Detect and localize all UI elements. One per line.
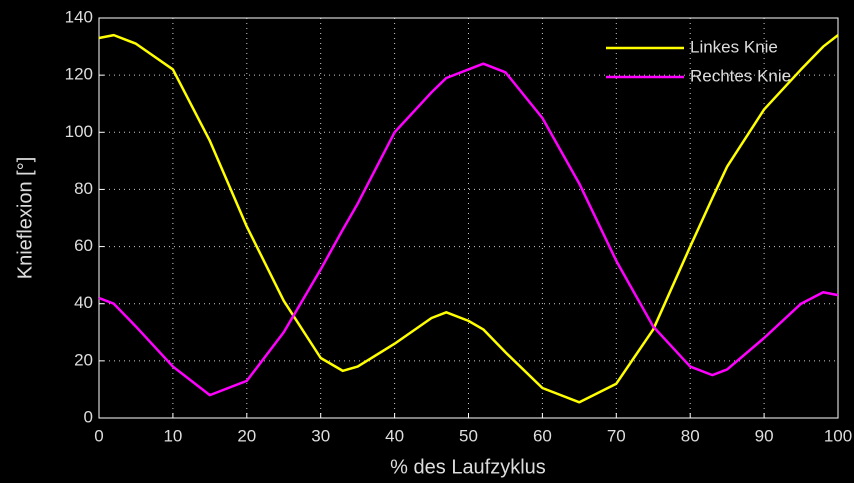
line-series <box>98 62 839 397</box>
y-tick-label: 80 <box>74 179 93 198</box>
x-tick-label: 10 <box>163 426 182 445</box>
x-tick-label: 60 <box>533 426 552 445</box>
y-tick-label: 0 <box>84 407 93 426</box>
y-tick-label: 120 <box>65 65 93 84</box>
y-tick-label: 20 <box>74 350 93 369</box>
y-axis-label: Knieflexion [°] <box>14 157 36 280</box>
x-tick-label: 40 <box>385 426 404 445</box>
x-tick-label: 80 <box>681 426 700 445</box>
x-tick-label: 30 <box>311 426 330 445</box>
legend-label: Linkes Knie <box>690 37 778 56</box>
x-axis-label: % des Laufzyklus <box>390 456 546 478</box>
x-tick-label: 50 <box>459 426 478 445</box>
y-tick-label: 40 <box>74 293 93 312</box>
x-tick-label: 70 <box>607 426 626 445</box>
x-tick-label: 100 <box>824 426 852 445</box>
legend-label: Rechtes Knie <box>690 66 791 85</box>
line-series <box>98 33 839 404</box>
y-tick-label: 60 <box>74 236 93 255</box>
y-tick-label: 100 <box>65 122 93 141</box>
x-tick-label: 90 <box>755 426 774 445</box>
y-tick-label: 140 <box>65 7 93 26</box>
x-tick-label: 20 <box>237 426 256 445</box>
x-tick-label: 0 <box>94 426 103 445</box>
